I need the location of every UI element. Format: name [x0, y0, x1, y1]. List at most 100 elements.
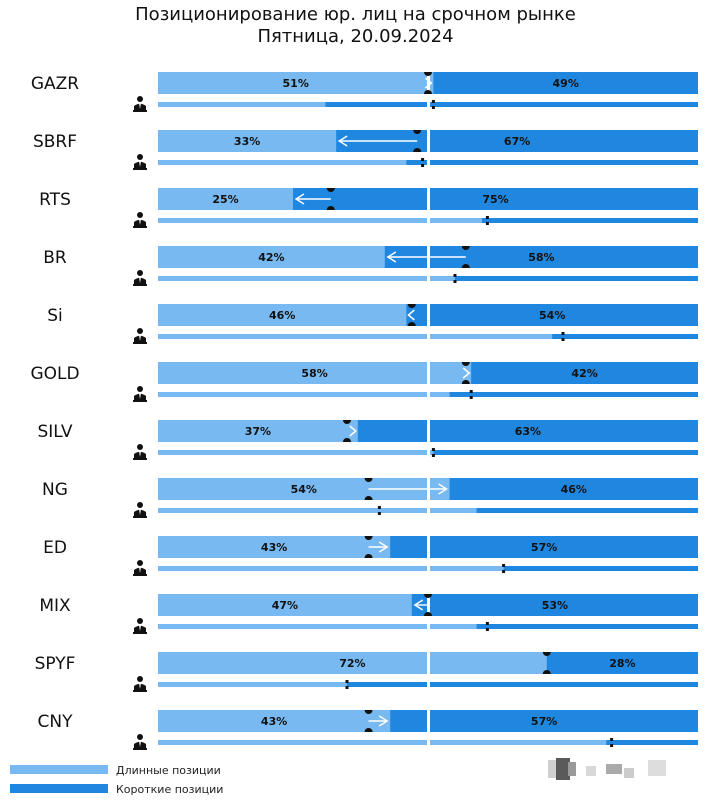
long-bar: [158, 420, 358, 442]
row-silv: SILV 37% 63%: [37, 418, 698, 460]
title-line-2: Пятница, 20.09.2024: [257, 26, 454, 47]
person-icon: [133, 444, 147, 460]
short-pct-label: 57%: [531, 715, 557, 728]
individuals-long-bar: [158, 450, 434, 455]
previous-marker-top: [461, 362, 470, 366]
ticker-label: ED: [43, 538, 67, 558]
individuals-marker-bottom: [561, 338, 565, 341]
individuals-long-bar: [158, 566, 504, 571]
short-pct-label: 75%: [482, 193, 508, 206]
individuals-marker-top: [610, 738, 614, 741]
person-icon: [133, 676, 147, 692]
previous-marker-top: [364, 710, 373, 714]
long-pct-label: 72%: [339, 657, 365, 670]
person-tie: [139, 161, 141, 167]
individuals-marker-bottom: [431, 106, 435, 109]
ticker-label: GOLD: [30, 364, 79, 384]
previous-marker-top: [424, 72, 432, 76]
individuals-marker-top: [485, 622, 489, 625]
long-bar: [158, 478, 450, 500]
previous-marker-top: [407, 304, 416, 308]
person-tie: [139, 567, 141, 573]
row-ng: NG 54% 46%: [42, 476, 698, 518]
person-head: [137, 676, 143, 682]
previous-marker-bottom: [364, 496, 373, 500]
person-head: [137, 154, 143, 160]
person-base: [133, 632, 147, 634]
change-chevron: [349, 425, 357, 437]
center-divider: [427, 360, 430, 400]
person-icon: [133, 270, 147, 286]
person-tie: [139, 625, 141, 631]
person-tie: [139, 103, 141, 109]
individuals-long-bar: [158, 508, 477, 513]
person-icon: [133, 560, 147, 576]
center-divider: [427, 592, 430, 632]
previous-marker-bottom: [343, 438, 351, 442]
person-icon: [133, 212, 147, 228]
individuals-marker-top: [485, 216, 489, 219]
long-pct-label: 46%: [269, 309, 295, 322]
center-divider: [427, 476, 430, 516]
previous-marker-top: [326, 188, 335, 192]
person-tie: [139, 277, 141, 283]
change-chevron: [424, 77, 433, 89]
individuals-long-bar: [158, 334, 553, 339]
individuals-marker-bottom: [502, 570, 506, 573]
person-icon: [133, 154, 147, 170]
individuals-marker-top: [502, 564, 506, 567]
person-icon: [133, 618, 147, 634]
person-base: [133, 342, 147, 344]
previous-marker-bottom: [364, 728, 373, 732]
change-chevron: [407, 309, 415, 321]
long-pct-label: 43%: [261, 541, 287, 554]
long-bar: [158, 362, 472, 384]
row-cny: CNY 43% 57%: [38, 708, 698, 750]
person-head: [137, 270, 143, 276]
short-pct-label: 54%: [539, 309, 565, 322]
person-icon: [133, 386, 147, 402]
change-arrow-head: [378, 715, 389, 727]
previous-marker-top: [424, 594, 432, 598]
previous-marker-bottom: [461, 380, 470, 384]
person-head: [137, 444, 143, 450]
long-pct-label: 42%: [258, 251, 284, 264]
short-pct-label: 57%: [531, 541, 557, 554]
person-head: [137, 328, 143, 334]
row-mix: MIX 47% 53%: [39, 592, 698, 634]
previous-marker-bottom: [461, 264, 470, 268]
person-tie: [139, 451, 141, 457]
long-bar: [158, 304, 407, 326]
ticker-label: RTS: [39, 190, 71, 210]
person-base: [133, 400, 147, 402]
legend-label: Короткие позиции: [116, 783, 223, 796]
person-icon: [133, 734, 147, 750]
individuals-long-bar: [158, 392, 450, 397]
person-base: [133, 574, 147, 576]
long-pct-label: 58%: [301, 367, 327, 380]
previous-marker-bottom: [364, 554, 373, 558]
individuals-marker-top: [345, 680, 349, 683]
short-pct-label: 67%: [504, 135, 530, 148]
short-pct-label: 63%: [515, 425, 541, 438]
individuals-marker-top: [421, 158, 425, 161]
row-br: BR 42% 58%: [43, 244, 698, 286]
person-icon: [133, 328, 147, 344]
title-line-1: Позиционирование юр. лиц на срочном рынк…: [135, 4, 576, 25]
long-pct-label: 43%: [261, 715, 287, 728]
short-pct-label: 28%: [609, 657, 635, 670]
center-divider: [427, 302, 430, 342]
person-head: [137, 560, 143, 566]
person-tie: [139, 219, 141, 225]
person-tie: [139, 335, 141, 341]
individuals-marker-bottom: [469, 396, 473, 399]
ticker-label: SILV: [37, 422, 72, 442]
individuals-marker-top: [431, 100, 435, 103]
change-arrow-head: [294, 193, 305, 205]
chart-rows: GAZR 51% 49% SBRF 33% 67% RTS 25% 75% BR 42% 58% Si 4…: [30, 70, 698, 750]
person-base: [133, 168, 147, 170]
individuals-marker-bottom: [453, 280, 457, 283]
short-pct-label: 53%: [542, 599, 568, 612]
row-gazr: GAZR 51% 49%: [31, 70, 698, 112]
individuals-marker-bottom: [485, 222, 489, 225]
